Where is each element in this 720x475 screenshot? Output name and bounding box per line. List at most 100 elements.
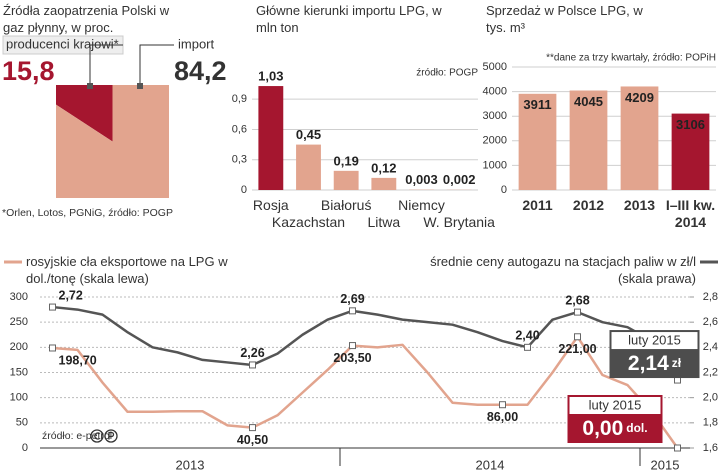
y2-tick-label: 2,4 <box>703 341 718 353</box>
legend-label: średnie ceny autogazu na stacjach paliw … <box>430 254 696 286</box>
value-label: 4045 <box>574 94 603 109</box>
callout-header <box>569 397 661 414</box>
value-label: 2,68 <box>565 293 589 307</box>
point-marker <box>349 307 356 315</box>
point-marker <box>524 343 531 351</box>
chart-title: Sprzedaż w Polsce LPG, w tys. m³ <box>486 3 643 35</box>
bar <box>296 144 321 190</box>
value-label: 3106 <box>676 117 705 132</box>
x-tick-label: 2013 <box>623 197 656 213</box>
line <box>52 335 679 449</box>
point-marker <box>349 342 356 350</box>
callout-value: 0,00 dol. <box>582 417 647 440</box>
x-tick-label: Kazachstan <box>271 214 346 230</box>
value-label: 2,14 <box>628 352 669 375</box>
x-tick-label: 2011 <box>522 197 553 213</box>
y2-tick-label: 2,0 <box>703 392 718 404</box>
value-label: 0,12 <box>371 160 396 175</box>
y-tick-label: 1000 <box>483 159 507 171</box>
source: źródło: e-petrol <box>42 430 112 442</box>
y2-tick-label: 2,8 <box>703 291 718 303</box>
y-tick-label: 2000 <box>483 135 507 147</box>
value-label: 0,002 <box>443 172 476 187</box>
value-label: 1,03 <box>258 69 283 84</box>
value-label: 0,19 <box>334 153 359 168</box>
value-label: 221,00 <box>558 342 596 356</box>
callout-date: luty 2015 <box>628 332 681 347</box>
unit-label: zł <box>672 356 682 370</box>
pie-slice <box>56 85 169 198</box>
point-marker <box>49 344 56 352</box>
point-marker <box>249 361 256 369</box>
y2-tick-label: 2,2 <box>703 366 718 378</box>
value-label: 40,50 <box>237 433 268 447</box>
line <box>52 305 679 381</box>
value-label: 0,00 <box>582 417 623 440</box>
connector <box>89 44 123 86</box>
y-tick-label: 0 <box>501 184 507 196</box>
value-label: 203,50 <box>333 351 371 365</box>
source: **dane za trzy kwartały, źródło: POPiH <box>546 53 716 64</box>
value-label: 0,45 <box>296 127 321 142</box>
point-marker <box>574 308 581 316</box>
value-label: 2,40 <box>515 329 539 343</box>
y-tick-label: 0,9 <box>232 93 247 105</box>
point-marker <box>574 333 581 341</box>
point-marker <box>674 444 681 452</box>
category-label: producenci krajowi* <box>6 36 119 51</box>
connector <box>139 44 174 86</box>
category-label: import <box>178 36 215 51</box>
y-tick-label: 0,6 <box>232 123 247 135</box>
y-tick-label: 0 <box>22 442 28 454</box>
bar <box>333 170 359 190</box>
value-label: 84,2 <box>174 56 227 86</box>
value-label: 15,8 <box>2 56 55 86</box>
x-tick-label: I–III kw. 2014 <box>665 197 716 230</box>
chart-title: Źródła zaopatrzenia Polski w gaz płynny,… <box>3 3 170 35</box>
value-label: 0,003 <box>405 172 438 187</box>
copyright-icon <box>90 429 118 443</box>
value-label: 198,70 <box>59 353 97 367</box>
y2-tick-label: 2,6 <box>703 316 718 328</box>
y-tick-label: 0 <box>241 184 247 196</box>
bar <box>518 93 557 190</box>
marker <box>87 83 93 89</box>
unit-label: dol. <box>626 421 647 435</box>
x-group-label: 2015 <box>651 457 680 472</box>
callout-value: 2,14 zł <box>628 352 682 375</box>
x-group-label: 2013 <box>176 457 205 472</box>
x-tick-label: 2012 <box>572 197 605 213</box>
y-tick-label: 200 <box>10 341 28 353</box>
y-tick-label: 5000 <box>483 61 507 73</box>
x-tick-label: W. Brytania <box>423 214 495 230</box>
y-tick-label: 3000 <box>483 110 507 122</box>
callout-date: luty 2015 <box>589 397 642 412</box>
point-marker <box>499 401 506 409</box>
point-marker <box>49 303 56 311</box>
x-group-label: 2014 <box>476 457 505 472</box>
bar <box>671 113 710 190</box>
bar <box>258 86 284 190</box>
value-label: 3911 <box>523 97 551 112</box>
legend-label: rosyjskie cła eksportowe na LPG w dol./t… <box>26 254 228 286</box>
chart-title: Główne kierunki importu LPG, w mln ton <box>256 3 442 35</box>
value-label: 2,26 <box>240 346 264 360</box>
bar <box>569 90 608 190</box>
y-tick-label: 300 <box>10 291 28 303</box>
source: źródło: POGP <box>416 68 478 79</box>
value-label: 4209 <box>625 90 654 105</box>
y-tick-label: 100 <box>10 392 28 404</box>
x-tick-label: Białoruś <box>320 197 372 213</box>
x-tick-label: Rosja <box>252 197 289 213</box>
bar <box>371 177 397 190</box>
y-tick-label: 250 <box>10 316 28 328</box>
y-tick-label: 50 <box>16 417 28 429</box>
point-marker <box>249 424 256 432</box>
value-label: 86,00 <box>487 410 518 424</box>
marker <box>137 83 143 89</box>
bar <box>620 86 659 190</box>
x-tick-label: Litwa <box>367 214 401 230</box>
y-tick-label: 0,3 <box>232 154 247 166</box>
